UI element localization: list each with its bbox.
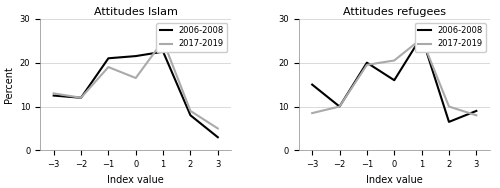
2006-2008	[106, 57, 112, 59]
2017-2019	[132, 77, 138, 79]
X-axis label: Index value: Index value	[108, 175, 164, 185]
2006-2008	[78, 97, 84, 99]
2017-2019	[446, 105, 452, 108]
2017-2019	[364, 64, 370, 66]
2017-2019	[392, 59, 398, 62]
2006-2008	[215, 136, 221, 138]
2017-2019	[336, 105, 342, 108]
2017-2019	[215, 127, 221, 130]
2006-2008	[336, 105, 342, 108]
Line: 2006-2008: 2006-2008	[54, 52, 218, 137]
2006-2008	[132, 55, 138, 57]
2017-2019	[106, 66, 112, 68]
Legend: 2006-2008, 2017-2019: 2006-2008, 2017-2019	[156, 23, 228, 52]
2006-2008	[418, 35, 424, 37]
2006-2008	[392, 79, 398, 81]
2006-2008	[364, 61, 370, 64]
2006-2008	[309, 83, 315, 86]
X-axis label: Index value: Index value	[366, 175, 422, 185]
2006-2008	[446, 121, 452, 123]
Title: Attitudes Islam: Attitudes Islam	[94, 7, 178, 17]
2017-2019	[474, 114, 480, 116]
2017-2019	[78, 97, 84, 99]
2017-2019	[50, 92, 56, 95]
2006-2008	[50, 94, 56, 97]
Line: 2006-2008: 2006-2008	[312, 36, 476, 122]
2006-2008	[160, 51, 166, 53]
Line: 2017-2019: 2017-2019	[312, 39, 476, 115]
2006-2008	[188, 114, 194, 116]
Line: 2017-2019: 2017-2019	[54, 41, 218, 128]
Title: Attitudes refugees: Attitudes refugees	[343, 7, 446, 17]
Legend: 2006-2008, 2017-2019: 2006-2008, 2017-2019	[415, 23, 486, 52]
Y-axis label: Percent: Percent	[4, 66, 14, 103]
2017-2019	[418, 37, 424, 40]
2017-2019	[188, 110, 194, 112]
2006-2008	[474, 110, 480, 112]
2017-2019	[309, 112, 315, 114]
2017-2019	[160, 40, 166, 42]
